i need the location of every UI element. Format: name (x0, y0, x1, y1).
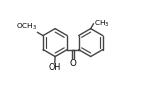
Text: OCH$_3$: OCH$_3$ (16, 22, 37, 32)
Text: CH$_3$: CH$_3$ (94, 19, 109, 29)
Text: OH: OH (49, 63, 61, 72)
Text: O: O (69, 59, 76, 68)
